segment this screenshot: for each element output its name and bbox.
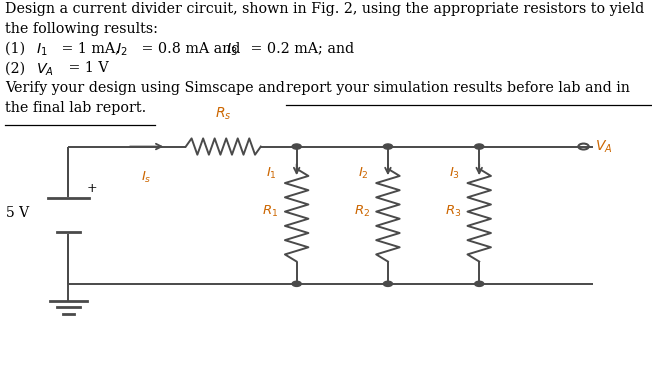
Text: the final lab report.: the final lab report. <box>5 101 147 115</box>
Text: 5 V: 5 V <box>7 206 29 220</box>
Text: $\mathit{I}_s$: $\mathit{I}_s$ <box>141 170 152 185</box>
Text: $\mathit{R}_2$: $\mathit{R}_2$ <box>354 204 370 219</box>
Text: $\mathit{R}_s$: $\mathit{R}_s$ <box>215 106 231 122</box>
Text: $\mathit{I}_3$: $\mathit{I}_3$ <box>226 42 237 58</box>
Text: = 0.8 mA and: = 0.8 mA and <box>137 42 244 56</box>
Circle shape <box>475 144 484 149</box>
Text: Design a current divider circuit, shown in Fig. 2, using the appropriate resisto: Design a current divider circuit, shown … <box>5 2 644 16</box>
Circle shape <box>383 281 393 286</box>
Circle shape <box>292 281 301 286</box>
Text: = 0.2 mA; and: = 0.2 mA; and <box>246 42 355 56</box>
Text: = 1 mA,: = 1 mA, <box>57 42 125 56</box>
Text: $\mathit{I}_1$: $\mathit{I}_1$ <box>267 166 277 181</box>
Text: $\mathit{V}_A$: $\mathit{V}_A$ <box>36 61 53 78</box>
Text: $\mathit{R}_1$: $\mathit{R}_1$ <box>263 204 278 219</box>
Text: (1): (1) <box>5 42 30 56</box>
Text: (2): (2) <box>5 61 30 75</box>
Text: = 1 V: = 1 V <box>64 61 108 75</box>
Text: $\mathit{V}_A$: $\mathit{V}_A$ <box>595 138 613 155</box>
Text: $\mathit{I}_1$: $\mathit{I}_1$ <box>36 42 48 58</box>
Circle shape <box>292 144 301 149</box>
Text: $\mathit{I}_2$: $\mathit{I}_2$ <box>116 42 128 58</box>
Circle shape <box>383 144 393 149</box>
Text: +: + <box>87 182 97 195</box>
Circle shape <box>475 281 484 286</box>
Text: Verify your design using Simscape and: Verify your design using Simscape and <box>5 81 289 95</box>
Text: the following results:: the following results: <box>5 22 158 36</box>
Text: $\mathit{R}_3$: $\mathit{R}_3$ <box>445 204 462 219</box>
Text: $\mathit{I}_3$: $\mathit{I}_3$ <box>449 166 460 181</box>
Text: $\mathit{I}_2$: $\mathit{I}_2$ <box>358 166 368 181</box>
Text: report your simulation results before lab and in: report your simulation results before la… <box>286 81 630 95</box>
